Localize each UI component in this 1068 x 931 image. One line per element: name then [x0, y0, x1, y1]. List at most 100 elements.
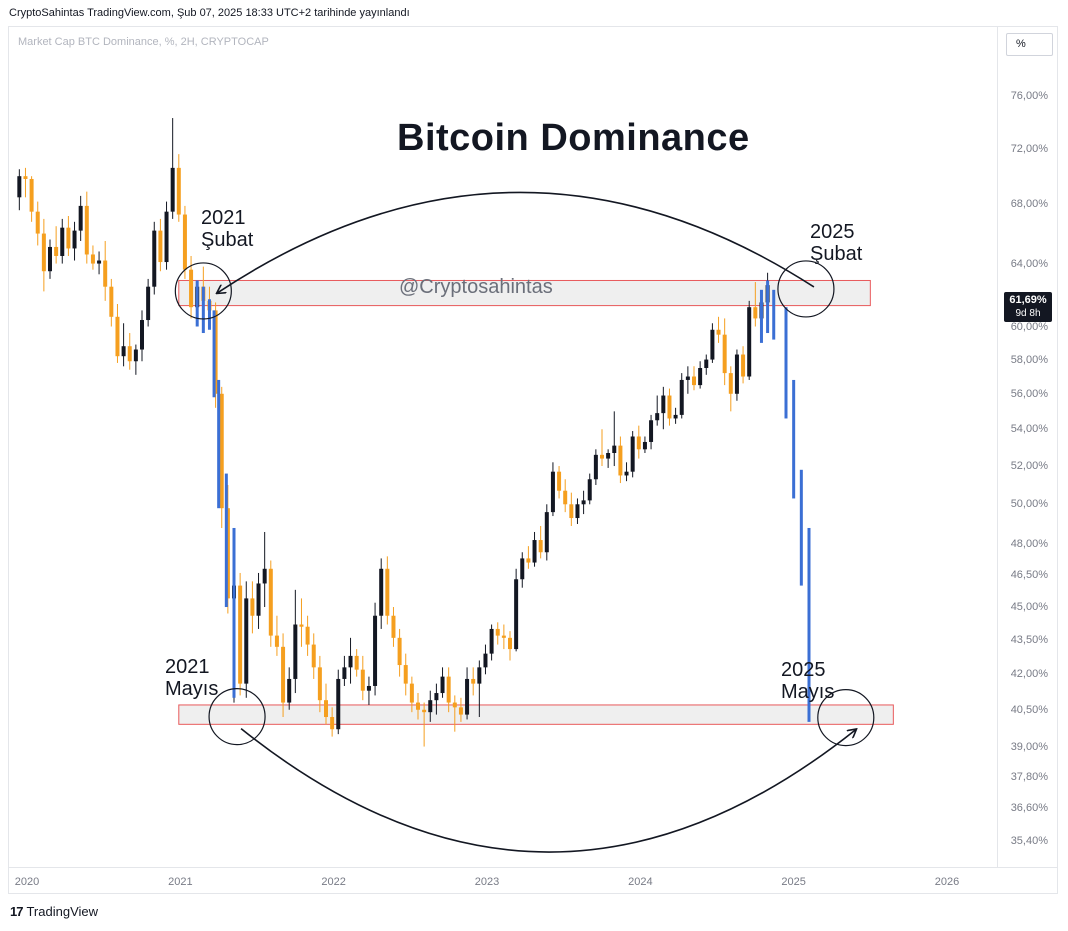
candle-body	[317, 667, 322, 701]
candle-body	[189, 269, 194, 308]
candle-body	[428, 700, 433, 713]
candle-body	[642, 441, 647, 450]
candle-body	[115, 316, 120, 357]
candle-bearish	[600, 429, 604, 467]
candle-body	[532, 540, 537, 563]
annotation-2025-mayis: 2025 Mayıs	[781, 659, 834, 703]
y-tick-label: 40,50%	[1010, 703, 1048, 716]
candle-body	[72, 230, 77, 249]
candle-bearish	[54, 226, 59, 264]
candle-bearish	[391, 607, 396, 647]
candle-bullish	[152, 221, 157, 295]
candle-bullish	[550, 462, 555, 517]
tradingview-brand: TradingView	[26, 904, 99, 919]
candle-body	[741, 354, 746, 377]
candle-body	[544, 512, 549, 553]
candle-body	[152, 230, 157, 287]
top-arc-arrow	[217, 191, 815, 293]
annotation-2021-subat: 2021 Şubat	[201, 207, 253, 251]
candle-body	[244, 598, 249, 684]
candle-bullish	[532, 531, 537, 567]
candle-body	[587, 479, 592, 501]
candle-body	[465, 678, 470, 715]
candle-bullish	[734, 349, 739, 401]
chart-frame	[8, 26, 1058, 894]
projection-bar	[772, 289, 776, 340]
y-tick-label: 54,00%	[1010, 423, 1048, 436]
candle-bullish	[17, 169, 22, 211]
candle-body	[636, 436, 641, 450]
candle-bullish	[710, 323, 715, 363]
candle-body	[452, 702, 457, 708]
y-tick-label: 56,00%	[1010, 387, 1048, 400]
candle-body	[84, 205, 89, 255]
candle-bearish	[409, 676, 414, 713]
y-tick-label: 35,40%	[1010, 835, 1048, 847]
projection-bar	[217, 379, 221, 509]
candle-body	[600, 454, 604, 459]
candle-body	[477, 667, 482, 684]
candle-bearish	[84, 191, 89, 264]
candle-body	[48, 246, 52, 272]
candle-bearish	[741, 346, 746, 384]
candle-body	[158, 230, 163, 263]
candle-bearish	[636, 425, 641, 459]
y-tick-label: 76,00%	[1010, 90, 1048, 102]
candle-body	[54, 246, 59, 256]
candle-body	[176, 167, 181, 215]
y-tick-label: 36,60%	[1010, 802, 1048, 815]
highlight-circle-2021-subat	[174, 262, 232, 320]
candle-bearish	[189, 255, 194, 319]
candle-bearish	[728, 366, 733, 412]
candle-bullish	[489, 624, 494, 661]
symbol-legend[interactable]: Market Cap BTC Dominance, %, 2H, CRYPTOC…	[18, 36, 269, 48]
candle-body	[704, 359, 709, 369]
candle-body	[379, 568, 384, 616]
candle-body	[336, 678, 341, 730]
candle-body	[250, 598, 255, 616]
candle-bearish	[385, 556, 390, 625]
candle-bearish	[495, 622, 500, 645]
candle-bearish	[317, 655, 322, 713]
candle-body	[29, 178, 34, 212]
candle-body	[753, 307, 758, 319]
annotation-month: Mayıs	[165, 678, 219, 700]
annotation-2021-mayis: 2021 Mayıs	[165, 656, 218, 700]
candle-bullish	[685, 366, 690, 394]
candle-bullish	[140, 310, 144, 362]
candle-bullish	[133, 344, 138, 375]
chart-title: Bitcoin Dominance	[397, 117, 750, 159]
candle-body	[23, 176, 28, 179]
candle-body	[311, 644, 316, 668]
candle-bullish	[698, 361, 703, 389]
candle-body	[710, 329, 715, 360]
candle-body	[734, 354, 739, 394]
candle-body	[514, 579, 519, 650]
candle-bearish	[324, 683, 328, 725]
annotation-month: Mayıs	[781, 681, 835, 703]
candle-bearish	[563, 479, 568, 513]
last-price-value: 61,69%	[1009, 294, 1047, 306]
bar-countdown: 9d 8h	[1015, 308, 1041, 319]
candle-bearish	[23, 167, 28, 198]
candle-bullish	[483, 644, 488, 675]
candle-body	[416, 702, 420, 710]
candle-bullish	[170, 118, 175, 219]
candle-bearish	[311, 633, 316, 679]
tradingview-footer[interactable]: 17 TradingView	[10, 904, 98, 919]
candle-body	[698, 368, 703, 386]
candle-bullish	[575, 498, 580, 524]
percent-scale-button[interactable]: %	[1006, 33, 1053, 56]
candle-body	[219, 393, 224, 509]
candle-body	[655, 413, 660, 421]
candle-body	[225, 508, 230, 599]
publish-info: CryptoSahintas TradingView.com, Şub 07, …	[9, 7, 410, 19]
candle-bullish	[673, 407, 678, 424]
y-tick-label: 58,00%	[1010, 353, 1048, 366]
candle-body	[164, 211, 169, 263]
candle-body	[483, 653, 488, 668]
projection-bar	[759, 289, 763, 343]
candle-body	[35, 211, 40, 234]
candle-bearish	[526, 546, 531, 569]
